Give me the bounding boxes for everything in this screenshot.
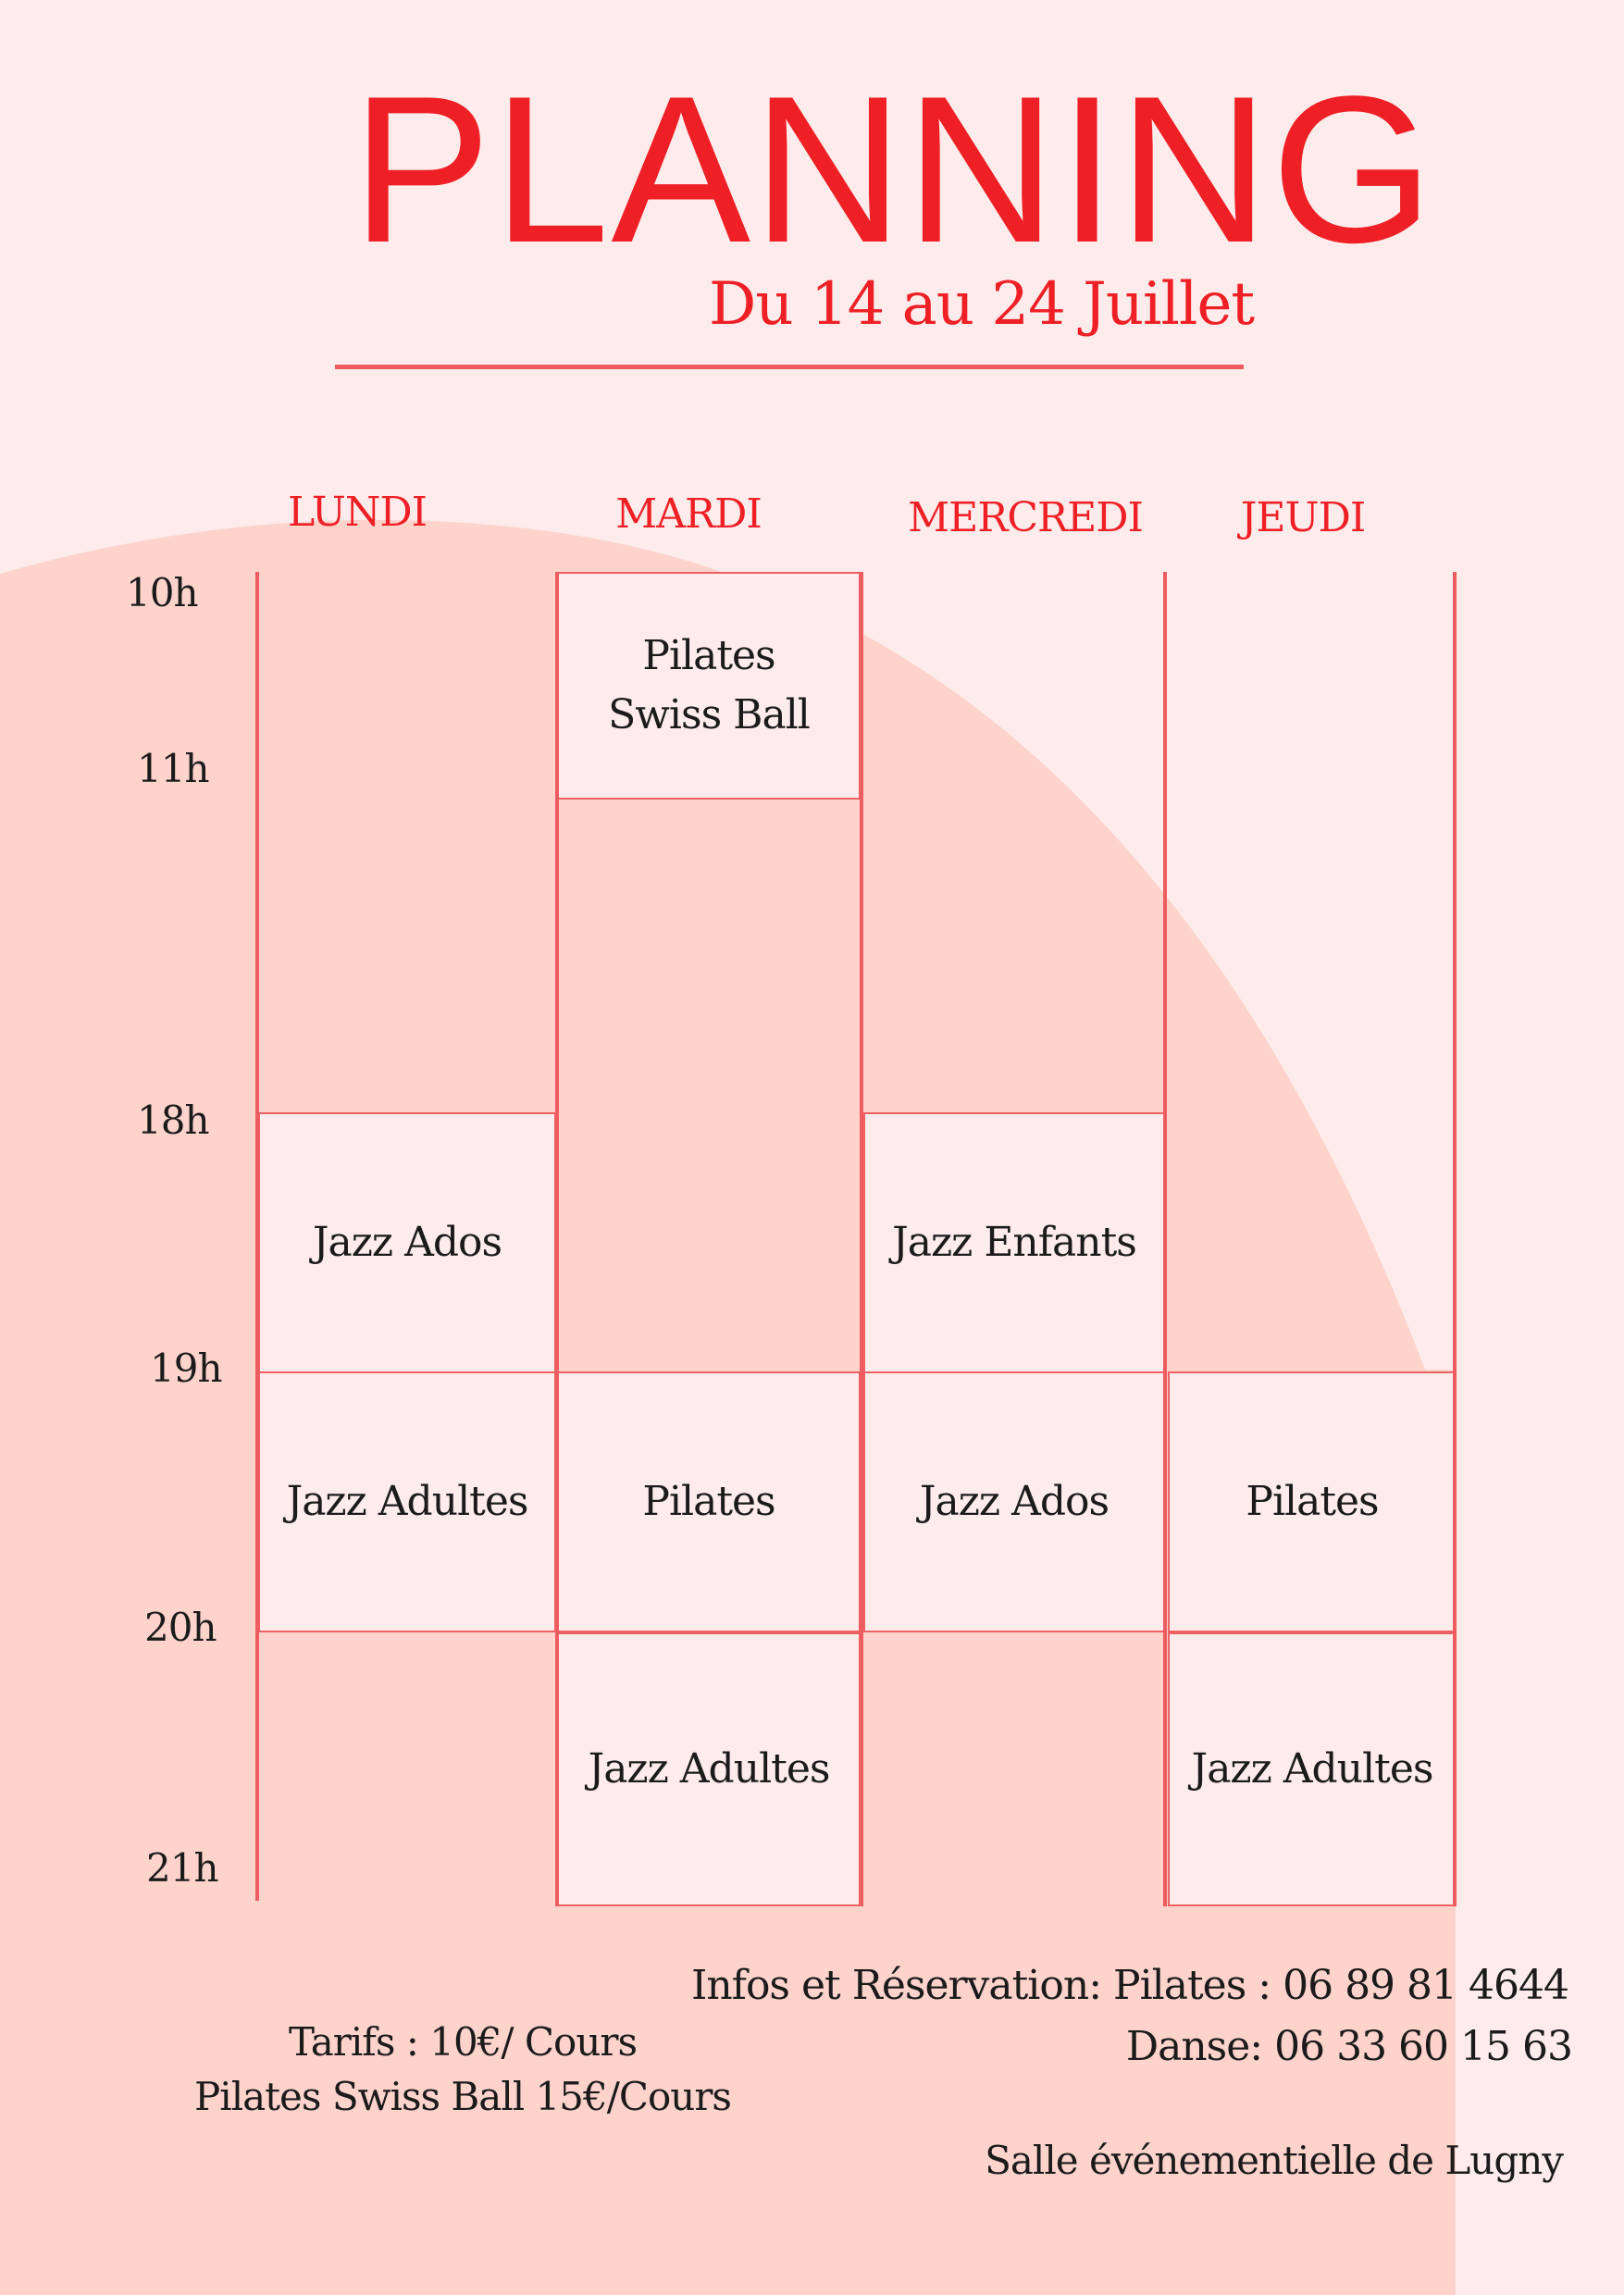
- grid-line-jeudi-left: [1163, 572, 1167, 1906]
- tarif-line-2: Pilates Swiss Ball 15€/Cours: [194, 2073, 732, 2119]
- day-header-jeudi: JEUDI: [1240, 494, 1367, 541]
- grid-line-mardi-left: [555, 572, 559, 1906]
- hour-label-20h: 20h: [144, 1605, 217, 1650]
- grid-line-mardi-right: [860, 572, 863, 1906]
- session-jeudi-20h: Jazz Adultes: [1168, 1632, 1457, 1906]
- date-range: Du 14 au 24 Juillet: [709, 270, 1255, 339]
- tarif-line-1: Tarifs : 10€/ Cours: [288, 2019, 638, 2065]
- reservation-info: Infos et Réservation: Pilates : 06 89 81…: [690, 1962, 1569, 2009]
- venue: Salle événementielle de Lugny: [985, 2138, 1564, 2183]
- grid-line-jeudi-right: [1453, 572, 1457, 1906]
- session-mardi-10h: Pilates Swiss Ball: [557, 572, 861, 800]
- day-header-mercredi: MERCREDI: [908, 494, 1144, 541]
- grid-line-lundi-left: [255, 572, 259, 1901]
- session-lundi-19h: Jazz Adultes: [258, 1371, 556, 1632]
- hour-label-21h: 21h: [146, 1845, 218, 1891]
- page-title: PLANNING: [352, 52, 1436, 286]
- session-mercredi-18h: Jazz Enfants: [863, 1112, 1165, 1373]
- day-header-lundi: LUNDI: [287, 489, 428, 536]
- session-mercredi-19h: Jazz Ados: [863, 1371, 1165, 1632]
- tarifs-block: Tarifs : 10€/ Cours Pilates Swiss Ball 1…: [185, 2016, 740, 2125]
- danse-phone: Danse: 06 33 60 15 63: [1125, 2023, 1573, 2070]
- hour-label-18h: 18h: [137, 1098, 209, 1143]
- session-lundi-18h: Jazz Ados: [258, 1112, 556, 1373]
- hour-label-10h: 10h: [126, 570, 198, 615]
- day-header-mardi: MARDI: [615, 490, 762, 538]
- session-jeudi-19h: Pilates: [1168, 1371, 1457, 1632]
- title-divider: [335, 365, 1244, 369]
- session-mardi-19h: Pilates: [557, 1371, 861, 1632]
- session-mardi-20h: Jazz Adultes: [557, 1632, 861, 1906]
- hour-label-19h: 19h: [150, 1346, 222, 1391]
- hour-label-11h: 11h: [137, 746, 209, 791]
